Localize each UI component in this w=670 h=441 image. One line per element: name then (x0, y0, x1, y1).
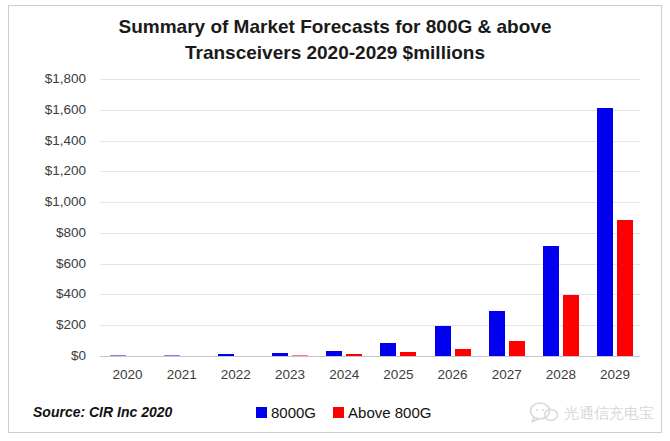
gridline (100, 264, 640, 265)
legend-item-8000g: 8000G (256, 404, 316, 421)
bar-8000g (380, 343, 396, 356)
watermark-text: 光通信充电宝 (564, 404, 654, 423)
wechat-chat-bubbles-icon (529, 401, 559, 426)
legend-swatch-blue (256, 407, 267, 418)
y-axis-tick-label: $0 (9, 348, 86, 364)
bar-above-800g (617, 220, 633, 356)
x-axis-label: 2021 (155, 367, 209, 383)
legend-label-above-800g: Above 800G (348, 404, 431, 421)
x-axis-label: 2020 (101, 367, 155, 383)
bar-above-800g (292, 355, 308, 356)
y-axis-tick-label: $800 (9, 225, 86, 241)
bar-8000g (218, 354, 234, 356)
y-axis-tick-label: $200 (9, 317, 86, 333)
y-axis-tick-label: $1,800 (9, 71, 86, 87)
bar-8000g (489, 311, 505, 356)
bar-above-800g (346, 354, 362, 356)
x-axis-label: 2028 (534, 367, 588, 383)
x-axis-label: 2025 (371, 367, 425, 383)
x-axis-label: 2027 (480, 367, 534, 383)
y-axis-tick-label: $1,000 (9, 194, 86, 210)
source-note: Source: CIR Inc 2020 (33, 404, 172, 420)
gridline (100, 294, 640, 295)
legend-item-above-800g: Above 800G (333, 404, 431, 421)
bar-above-800g (455, 349, 471, 356)
y-axis-tick-label: $400 (9, 286, 86, 302)
legend-swatch-red (333, 407, 344, 418)
x-axis-label: 2029 (588, 367, 642, 383)
x-axis-label: 2023 (263, 367, 317, 383)
bar-8000g (435, 326, 451, 356)
y-axis-tick-label: $1,600 (9, 102, 86, 118)
x-axis-label: 2026 (426, 367, 480, 383)
chart-title: Summary of Market Forecasts for 800G & a… (9, 14, 661, 66)
legend-label-8000g: 8000G (271, 404, 316, 421)
gridline (100, 79, 640, 80)
bar-8000g (543, 246, 559, 356)
x-axis-line (100, 356, 640, 357)
y-axis-tick-label: $1,200 (9, 163, 86, 179)
gridline (100, 171, 640, 172)
bar-above-800g (400, 352, 416, 356)
gridline (100, 233, 640, 234)
bar-8000g (110, 355, 126, 356)
gridline (100, 325, 640, 326)
bar-8000g (326, 351, 342, 356)
chart-frame: Summary of Market Forecasts for 800G & a… (8, 5, 662, 433)
watermark: 光通信充电宝 (529, 401, 654, 426)
bar-8000g (272, 353, 288, 356)
y-axis-tick-label: $600 (9, 256, 86, 272)
chart-title-line2: Transceivers 2020-2029 $millions (9, 40, 661, 66)
screenshot-root: Summary of Market Forecasts for 800G & a… (0, 0, 670, 441)
bar-8000g (164, 355, 180, 356)
x-axis-label: 2024 (317, 367, 371, 383)
gridline (100, 110, 640, 111)
gridline (100, 202, 640, 203)
y-axis-tick-label: $1,400 (9, 133, 86, 149)
gridline (100, 141, 640, 142)
chart-title-line1: Summary of Market Forecasts for 800G & a… (9, 14, 661, 40)
bar-above-800g (509, 341, 525, 356)
bar-8000g (597, 108, 613, 356)
bar-above-800g (563, 295, 579, 356)
x-axis-label: 2022 (209, 367, 263, 383)
legend: 8000G Above 800G (256, 404, 431, 421)
